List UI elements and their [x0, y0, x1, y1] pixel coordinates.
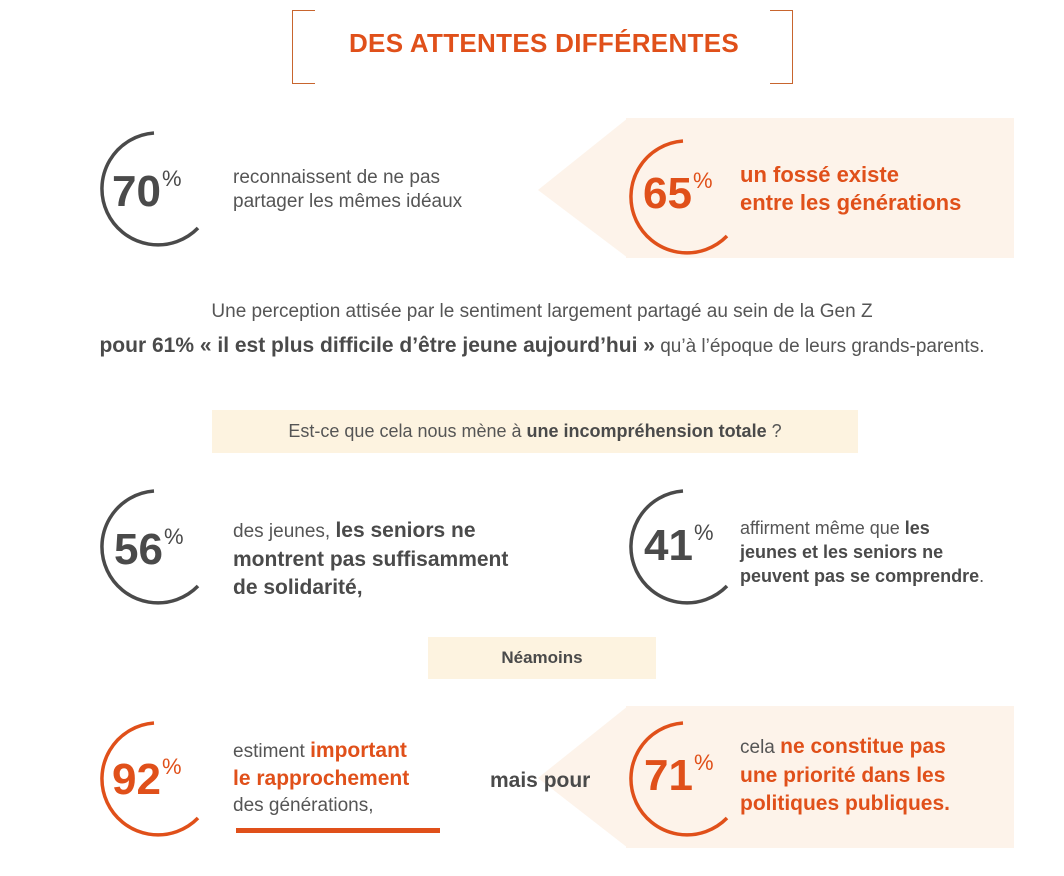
stat-92-underline — [236, 828, 440, 833]
panel-arrow-71 — [538, 706, 628, 848]
stat-92-text-bold2: le rapprochement — [233, 767, 410, 790]
stat-65-text-line1: un fossé existe — [740, 162, 899, 187]
stat-70-value: 70% — [112, 167, 182, 216]
perception-line2-bold: pour 61% « il est plus difficile d’être … — [99, 334, 655, 357]
perception-line2-rest: qu’à l’époque de leurs grands-parents. — [654, 336, 985, 357]
stat-41-text-pre: affirment même que — [740, 518, 905, 538]
ring-92 — [88, 720, 200, 837]
stat-65-text: un fossé existe entre les générations — [740, 161, 961, 217]
stat-70-text: reconnaissent de ne pas partager les mêm… — [233, 166, 462, 214]
stat-71-text-bold1: ne constitue pas — [780, 735, 946, 758]
stat-41-text-bold3: peuvent pas se comprendre — [740, 566, 980, 586]
stat-71-text-bold3: politiques publiques. — [740, 792, 950, 815]
stat-65-unit: % — [692, 168, 713, 193]
question-post: ? — [766, 421, 782, 441]
stat-56-text: des jeunes, les seniors ne montrent pas … — [233, 517, 508, 602]
stat-41-text-post: . — [979, 566, 985, 586]
stat-71-text-pre: cela — [740, 737, 781, 758]
stat-41-unit: % — [693, 520, 714, 545]
ring-41 — [617, 488, 729, 605]
stat-56-text-bold3: de solidarité, — [233, 576, 363, 599]
stat-70-text-line2: partager les mêmes idéaux — [233, 191, 463, 212]
neamoins-label: Néamoins — [501, 648, 583, 667]
question-pre: Est-ce que cela nous mène à — [288, 421, 527, 441]
perception-line2: pour 61% « il est plus difficile d’être … — [0, 334, 1064, 358]
stat-65-number: 65 — [643, 169, 692, 218]
stat-41-value: 41% — [644, 521, 714, 570]
stat-41-text: affirment même que les jeunes et les sen… — [740, 516, 984, 588]
question-band: Est-ce que cela nous mène à une incompré… — [212, 410, 858, 453]
stat-92-text-line3: des générations, — [233, 795, 374, 816]
page-title: DES ATTENTES DIFFÉRENTES — [348, 28, 739, 58]
stat-56-text-bold1: les seniors ne — [335, 519, 476, 542]
stat-92-value: 92% — [112, 755, 182, 804]
stat-92-number: 92 — [112, 755, 161, 804]
ring-71 — [617, 720, 729, 837]
stat-92-text: estiment important le rapprochement des … — [233, 737, 409, 819]
stat-92-unit: % — [161, 754, 182, 779]
stat-56-number: 56 — [114, 525, 163, 574]
stat-71-number: 71 — [644, 751, 693, 800]
stat-41-text-bold1: les — [904, 518, 930, 538]
stat-71-text: cela ne constitue pas une priorité dans … — [740, 733, 950, 818]
perception-line1: Une perception attisée par le sentiment … — [211, 301, 873, 322]
stat-65-value: 65% — [643, 169, 713, 218]
stat-65-text-line2: entre les générations — [740, 190, 962, 215]
stat-41-number: 41 — [644, 521, 693, 570]
stat-41-text-bold2: jeunes et les seniors ne — [740, 542, 944, 562]
stat-92-text-pre: estiment — [233, 741, 311, 762]
question-bold: une incompréhension totale — [526, 421, 767, 441]
stat-71-unit: % — [693, 750, 714, 775]
stat-70-text-line1: reconnaissent de ne pas — [233, 167, 441, 188]
stat-56-text-pre: des jeunes, — [233, 521, 336, 542]
neamoins-band: Néamoins — [428, 637, 656, 679]
stat-56-text-bold2: montrent pas suffisamment — [233, 548, 509, 571]
mais-pour-label: mais pour — [490, 769, 591, 792]
ring-65 — [617, 138, 729, 255]
panel-71 — [626, 706, 1014, 848]
stat-71-text-bold2: une priorité dans les — [740, 764, 946, 787]
title-bracket-left — [292, 10, 315, 84]
ring-70 — [88, 130, 200, 247]
stat-70-unit: % — [161, 166, 182, 191]
title-bracket-right — [770, 10, 793, 84]
panel-65 — [626, 118, 1014, 258]
panel-arrow-65 — [538, 118, 628, 258]
stat-70-number: 70 — [112, 167, 161, 216]
ring-56 — [88, 488, 200, 605]
stat-56-unit: % — [163, 524, 184, 549]
stat-92-text-bold1: important — [310, 739, 407, 762]
stat-56-value: 56% — [114, 525, 184, 574]
stat-71-value: 71% — [644, 751, 714, 800]
